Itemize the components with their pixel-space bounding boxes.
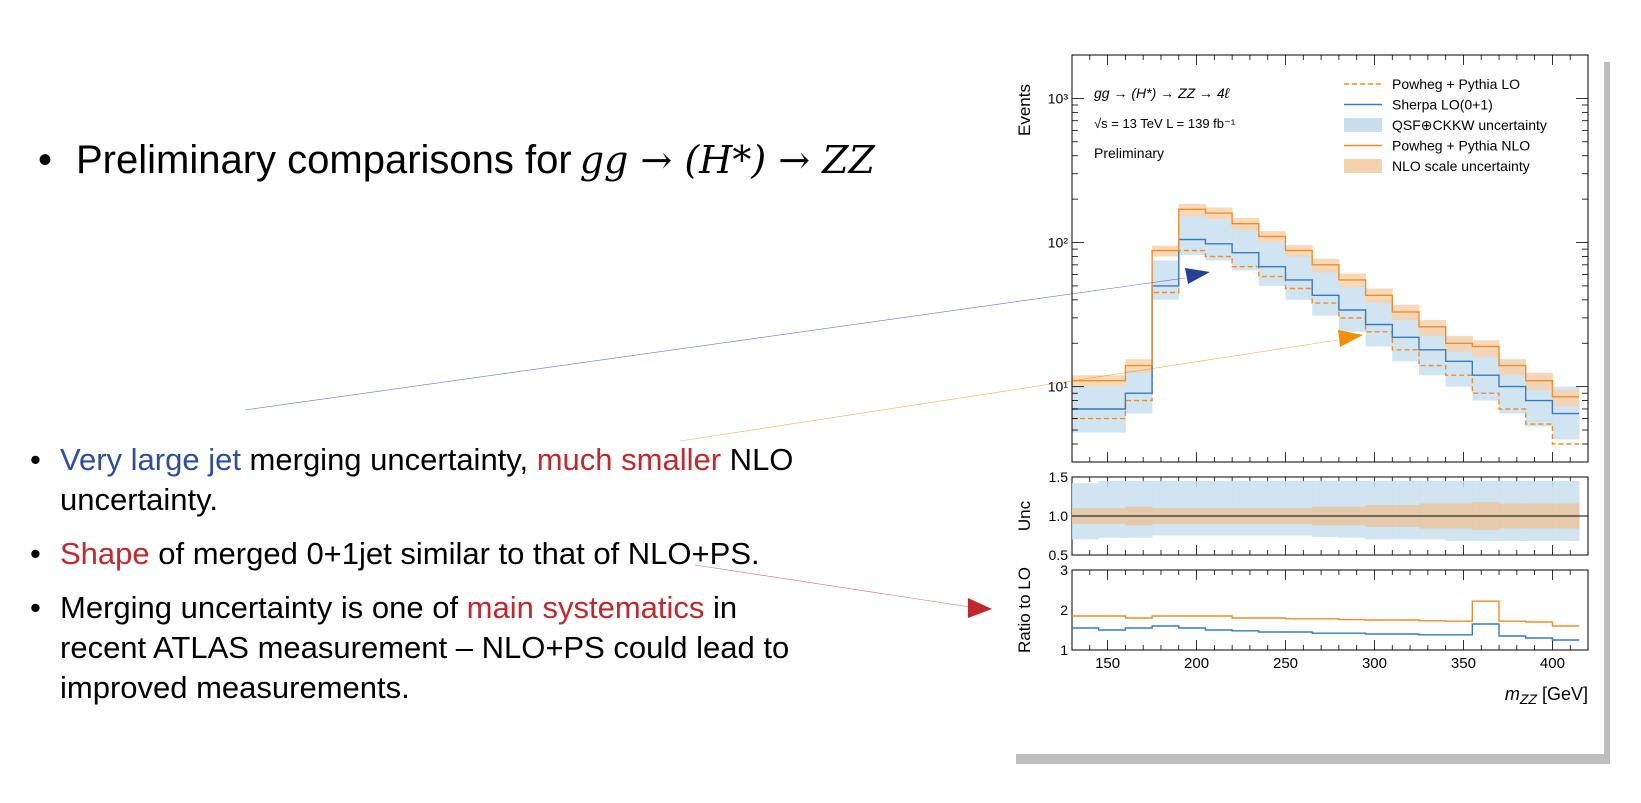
- nlo-scale-band-bin: [1178, 204, 1206, 217]
- merging-uncertainty-band-bin: [1338, 285, 1366, 332]
- process-annotation: gg → (H*) → ZZ → 4ℓ: [1094, 85, 1230, 101]
- unc-tick-label: 0.5: [1049, 547, 1069, 563]
- nlo-scale-band-bin: [1472, 340, 1500, 358]
- merging-uncertainty-band-bin: [1152, 260, 1180, 300]
- bullet-dot: •: [30, 442, 41, 477]
- x-tick-label: 250: [1273, 655, 1298, 672]
- y-tick-label: 10³: [1048, 90, 1069, 106]
- bullet-part: much smaller: [536, 442, 722, 477]
- title-text: Preliminary comparisons for: [76, 138, 572, 182]
- x-tick-label: 350: [1451, 655, 1476, 672]
- ratio-tick-label: 2: [1060, 602, 1068, 618]
- merging-uncertainty-band-bin: [1365, 299, 1393, 347]
- legend-entry: QSF⊕CKKW uncertainty: [1392, 117, 1547, 133]
- bullet-dot: •: [30, 536, 41, 571]
- x-tick-label: 200: [1184, 655, 1209, 672]
- red-arrow-icon: [968, 598, 992, 618]
- bullet-dot: •: [30, 590, 41, 625]
- x-axis-label: mZZ [GeV]: [1505, 684, 1588, 707]
- bullet-part: Very large jet: [60, 442, 241, 477]
- merging-uncertainty-band-bin: [1205, 219, 1233, 261]
- x-label-sub: ZZ: [1519, 691, 1538, 707]
- bullet-part: merging uncertainty,: [240, 442, 537, 477]
- ratio-axis-label: Ratio to LO: [1015, 567, 1034, 653]
- legend-entry: NLO scale uncertainty: [1392, 158, 1530, 174]
- nlo-scale-band-bin: [1312, 258, 1340, 273]
- unc-tick-label: 1.5: [1049, 469, 1069, 485]
- legend-entry: Powheg + Pythia NLO: [1392, 138, 1530, 154]
- bullet-item: • Very large jet merging uncertainty, mu…: [30, 440, 810, 520]
- bullet-part: of merged 0+1jet similar to that of NLO+…: [149, 536, 760, 571]
- bullet-item: • Merging uncertainty is one of main sys…: [30, 588, 810, 708]
- ratio-line-0: [1072, 600, 1580, 627]
- y-tick-label: 10²: [1048, 235, 1069, 251]
- status-annotation: Preliminary: [1094, 145, 1164, 161]
- merging-uncertainty-band-bin: [1125, 370, 1153, 414]
- merging-uncertainty-band-bin: [1232, 226, 1260, 271]
- y-tick-label: 10¹: [1048, 379, 1069, 395]
- nlo-scale-band-bin: [1418, 319, 1447, 336]
- bullet-part: Shape: [60, 536, 150, 571]
- nlo-scale-band-bin: [1552, 389, 1580, 407]
- energy-annotation: √s = 13 TeV L = 139 fb⁻¹: [1094, 116, 1236, 131]
- y-axis-label: Events: [1015, 84, 1034, 136]
- x-tick-label: 400: [1540, 655, 1565, 672]
- title-bullet: •: [38, 138, 53, 182]
- bullet-list: • Very large jet merging uncertainty, mu…: [30, 440, 810, 722]
- merging-uncertainty-band-bin: [1285, 254, 1313, 300]
- bullet-part: Merging uncertainty is one of: [60, 590, 467, 625]
- ratio-tick-label: 3: [1060, 562, 1068, 578]
- ratio-line-1: [1072, 623, 1580, 641]
- bullet-item: • Shape of merged 0+1jet similar to that…: [30, 534, 810, 574]
- title-math: gg → (H*) → ZZ: [579, 138, 875, 182]
- legend-entry: Powheg + Pythia LO: [1392, 76, 1520, 92]
- x-label-var: m: [1505, 684, 1520, 704]
- series-line-2: [1072, 208, 1580, 398]
- merging-uncertainty-band: [1072, 215, 1580, 440]
- unc-axis-label: Unc: [1015, 500, 1034, 531]
- x-label-unit: [GeV]: [1537, 684, 1588, 704]
- merging-uncertainty-band-bin: [1258, 242, 1286, 286]
- histogram-figure: 10¹ 10² 10³ 150 200 250 300 350 400 Events gg → (H…: [1015, 54, 1589, 707]
- x-tick-label: 300: [1362, 655, 1387, 672]
- slide-title: • Preliminary comparisons for gg → (H*) → …: [38, 138, 875, 183]
- merging-uncertainty-band-bin: [1312, 269, 1340, 316]
- legend-entry: Sherpa LO(0+1): [1392, 97, 1493, 113]
- nlo-scale-band-bin: [1499, 359, 1527, 376]
- legend-swatch: [1344, 118, 1382, 132]
- panel-frame-2: [1071, 569, 1589, 651]
- unc-tick-label: 1.0: [1049, 508, 1069, 524]
- merging-uncertainty-band-bin: [1178, 215, 1206, 255]
- legend-swatch: [1344, 159, 1382, 173]
- bullet-part: main systematics: [466, 590, 705, 625]
- bullet-part: NLO uncertainty.: [60, 442, 794, 517]
- panel-frame-0: [1071, 54, 1589, 463]
- x-tick-label: 150: [1095, 655, 1120, 672]
- ratio-tick-label: 1: [1060, 642, 1068, 658]
